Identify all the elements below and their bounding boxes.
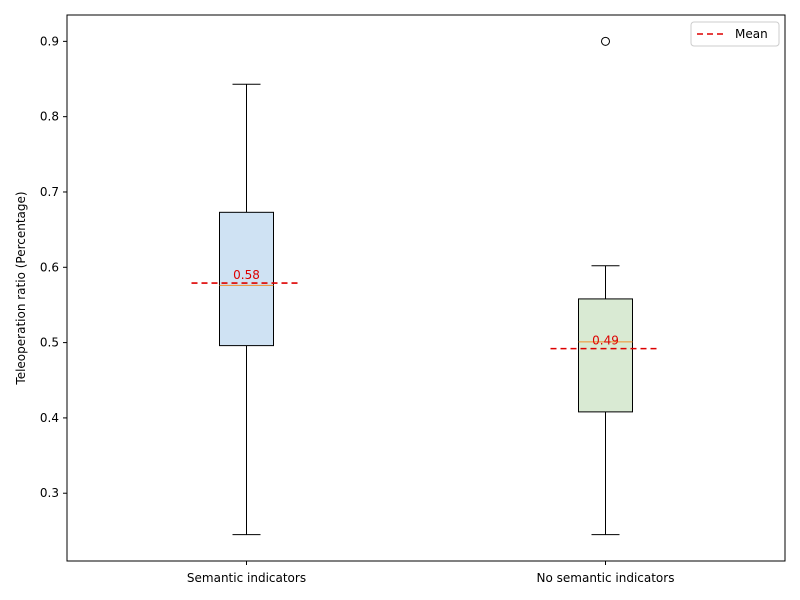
x-tick-label: Semantic indicators xyxy=(187,571,306,585)
y-axis-label: Teleoperation ratio (Percentage) xyxy=(14,191,28,385)
legend-frame xyxy=(690,21,780,47)
y-axis: 0.3 0.4 0.5 0.6 0.7 0.8 0.9 xyxy=(40,34,67,500)
y-tick-label: 0.9 xyxy=(40,34,59,48)
y-tick-label: 0.3 xyxy=(40,486,59,500)
legend-mean-label: Mean xyxy=(735,27,768,41)
mean-value-label: 0.58 xyxy=(233,268,260,282)
x-axis: Semantic indicators No semantic indicator… xyxy=(187,561,675,585)
outlier-point xyxy=(601,36,610,46)
y-tick-label: 0.5 xyxy=(40,336,59,350)
y-tick-label: 0.6 xyxy=(40,260,59,274)
box-group: 0.49 xyxy=(550,36,661,536)
legend: Mean xyxy=(690,21,780,47)
y-tick-label: 0.4 xyxy=(40,411,59,425)
y-tick-label: 0.7 xyxy=(40,185,59,199)
x-tick-label: No semantic indicators xyxy=(537,571,675,585)
mean-value-label: 0.49 xyxy=(592,334,619,348)
iqr-box xyxy=(219,211,274,347)
y-tick-label: 0.8 xyxy=(40,110,59,124)
iqr-box xyxy=(578,298,633,413)
plot-area-frame xyxy=(66,14,786,562)
boxes-layer: 0.58 0.49 xyxy=(191,36,661,536)
box-group: 0.58 xyxy=(191,83,302,536)
